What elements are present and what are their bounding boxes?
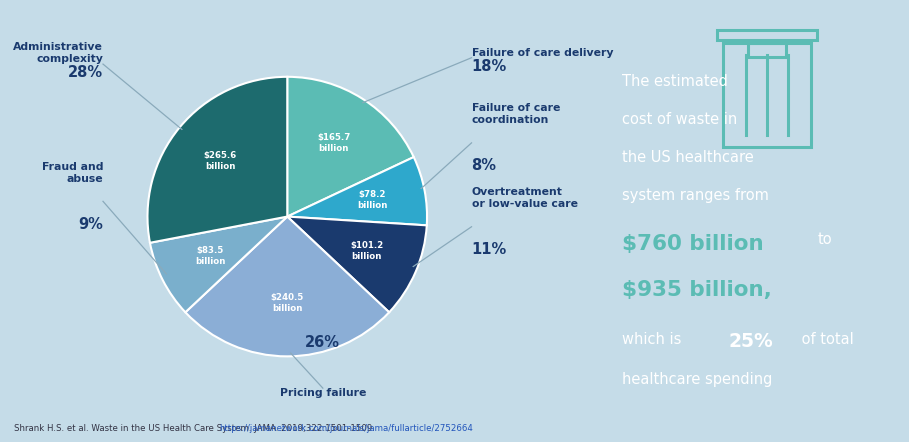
Text: $165.7
billion: $165.7 billion xyxy=(317,133,350,153)
Text: to: to xyxy=(817,232,832,247)
Text: $78.2
billion: $78.2 billion xyxy=(357,191,387,210)
Text: which is: which is xyxy=(622,332,686,347)
Wedge shape xyxy=(287,217,426,312)
Text: 26%: 26% xyxy=(305,335,340,350)
Text: 8%: 8% xyxy=(472,158,496,173)
Wedge shape xyxy=(150,217,287,312)
Text: 18%: 18% xyxy=(472,59,507,74)
Wedge shape xyxy=(147,77,287,243)
Text: system ranges from: system ranges from xyxy=(622,188,769,203)
Text: of total: of total xyxy=(796,332,854,347)
Text: $935 billion,: $935 billion, xyxy=(622,280,772,300)
Text: Pricing failure: Pricing failure xyxy=(280,388,366,398)
Text: Overtreatment
or low-value care: Overtreatment or low-value care xyxy=(472,187,577,209)
Text: cost of waste in: cost of waste in xyxy=(622,112,737,127)
Text: Administrative
complexity: Administrative complexity xyxy=(13,42,103,64)
Text: 11%: 11% xyxy=(472,242,507,257)
Text: $240.5
billion: $240.5 billion xyxy=(271,293,304,313)
Text: $101.2
billion: $101.2 billion xyxy=(350,241,384,261)
Text: $760 billion: $760 billion xyxy=(622,234,764,254)
Text: 9%: 9% xyxy=(78,217,103,232)
Text: Fraud and
abuse: Fraud and abuse xyxy=(42,162,103,183)
Text: Failure of care delivery: Failure of care delivery xyxy=(472,48,613,58)
Text: the US healthcare: the US healthcare xyxy=(622,150,754,165)
Text: healthcare spending: healthcare spending xyxy=(622,372,773,387)
Wedge shape xyxy=(287,157,427,225)
Text: Shrank H.S. et al. Waste in the US Health Care System. JAMA. 2019;322:1501-1509.: Shrank H.S. et al. Waste in the US Healt… xyxy=(14,424,377,433)
Wedge shape xyxy=(287,77,414,217)
Text: $83.5
billion: $83.5 billion xyxy=(195,246,225,266)
Text: The estimated: The estimated xyxy=(622,74,728,89)
Text: https://jamanetwork.com/journals/jama/fullarticle/2752664: https://jamanetwork.com/journals/jama/fu… xyxy=(219,424,473,433)
Text: Failure of care
coordination: Failure of care coordination xyxy=(472,103,560,125)
Text: $265.6
billion: $265.6 billion xyxy=(204,151,237,171)
Text: 25%: 25% xyxy=(728,332,774,351)
Text: 28%: 28% xyxy=(68,65,103,80)
Wedge shape xyxy=(185,217,389,356)
